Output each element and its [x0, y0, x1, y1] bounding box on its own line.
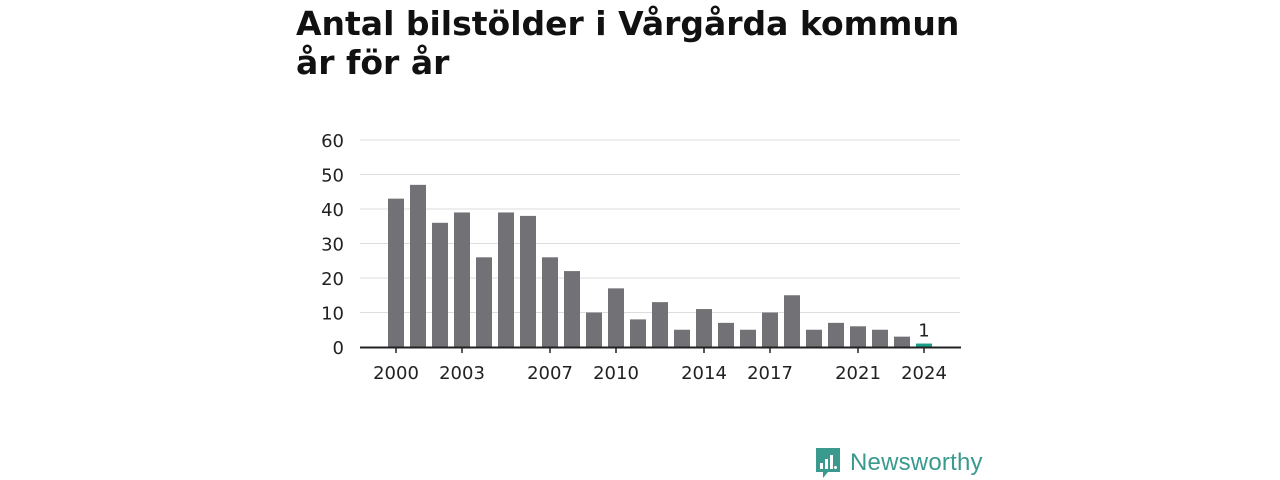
y-tick-label: 0: [333, 338, 344, 359]
bar-2017: [762, 312, 778, 347]
bar-2004: [476, 257, 492, 347]
x-tick-label: 2017: [747, 363, 793, 384]
bars: [388, 184, 932, 347]
bar-2011: [630, 319, 646, 347]
bar-2022: [872, 329, 888, 347]
brand-name: Newsworthy: [850, 449, 983, 476]
bar-2002: [432, 222, 448, 347]
bar-2005: [498, 212, 514, 347]
chart-title: Antal bilstölder i Vårgårda kommun år fö…: [296, 4, 960, 82]
bar-2018: [784, 295, 800, 347]
x-tick-label: 2021: [835, 363, 881, 384]
bar-2006: [520, 215, 536, 347]
bar-2000: [388, 198, 404, 347]
bar-2003: [454, 212, 470, 347]
bar-2008: [564, 271, 580, 347]
bar-2013: [674, 329, 690, 347]
bar-2024: [916, 343, 932, 347]
bar-2010: [608, 288, 624, 347]
x-tick-label: 2010: [593, 363, 639, 384]
x-tick-label: 2024: [901, 363, 947, 384]
data-label: 1: [918, 321, 929, 342]
bar-2012: [652, 302, 668, 347]
x-tick-label: 2007: [527, 363, 573, 384]
x-tick-label: 2003: [439, 363, 485, 384]
y-tick-label: 50: [321, 166, 344, 187]
x-tick-label: 2000: [373, 363, 419, 384]
bar-2021: [850, 326, 866, 347]
bar-2016: [740, 329, 756, 347]
bar-2023: [894, 336, 910, 347]
y-tick-label: 30: [321, 235, 344, 256]
y-tick-label: 40: [321, 200, 344, 221]
x-tick-label: 2014: [681, 363, 727, 384]
x-axis-ticks: 2000 2003 2007 2010 2014 2017 2021 2024: [373, 347, 947, 384]
y-tick-label: 60: [321, 131, 344, 152]
y-tick-label: 10: [321, 304, 344, 325]
bar-2020: [828, 322, 844, 347]
bar-2001: [410, 184, 426, 347]
y-axis-ticks: 0 10 20 30 40 50 60: [321, 131, 344, 359]
newsworthy-logo: Newsworthy: [814, 446, 983, 480]
gridlines: [360, 139, 960, 313]
bar-chart-speech-bubble-icon: [816, 448, 840, 478]
bar-2014: [696, 309, 712, 347]
bar-2009: [586, 312, 602, 347]
data-labels: 1: [918, 321, 929, 342]
bar-2007: [542, 257, 558, 347]
bar-2015: [718, 322, 734, 347]
bar-2019: [806, 329, 822, 347]
y-tick-label: 20: [321, 269, 344, 290]
